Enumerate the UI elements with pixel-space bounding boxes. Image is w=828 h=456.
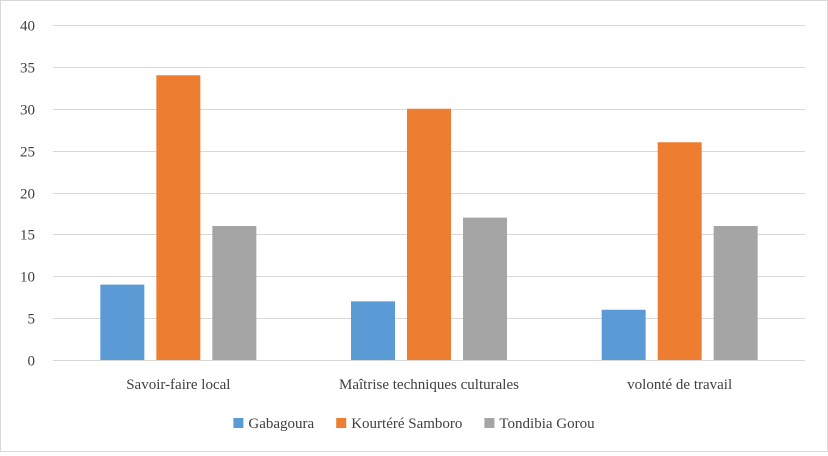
x-category-label-1: Savoir-faire local [126, 377, 230, 393]
bar-2-2 [407, 108, 451, 360]
bar-2-1 [156, 75, 201, 360]
y-tick-label-35: 35 [20, 61, 35, 77]
legend: Gabagoura Kourtéré Samboro Tondibia Gorou [233, 416, 595, 432]
bar-3-1 [212, 226, 257, 360]
legend-label-1: Gabagoura [248, 416, 314, 432]
y-tick-label-40: 40 [20, 19, 35, 35]
bar-2-3 [657, 142, 702, 360]
legend-swatch-3 [484, 418, 495, 428]
y-tick-label-5: 5 [28, 312, 36, 328]
bar-1-3 [601, 309, 646, 360]
bar-1-2 [351, 301, 395, 360]
bar-3-2 [463, 217, 507, 360]
x-axis-categories: Savoir-faire local Maîtrise techniques cu… [126, 377, 732, 393]
legend-label-2: Kourtéré Samboro [351, 416, 462, 432]
y-tick-label-30: 30 [20, 103, 35, 119]
legend-swatch-1 [233, 418, 244, 428]
x-category-label-3: volonté de travail [627, 377, 732, 393]
x-category-label-2: Maîtrise techniques culturales [339, 377, 519, 393]
y-axis-ticks: 0 5 10 15 20 25 30 35 40 [20, 19, 35, 370]
y-tick-label-25: 25 [20, 145, 35, 161]
y-tick-label-15: 15 [20, 228, 35, 244]
y-tick-label-10: 10 [20, 270, 35, 286]
y-tick-label-0: 0 [28, 354, 36, 370]
y-tick-label-20: 20 [20, 187, 35, 203]
legend-swatch-2 [336, 418, 347, 428]
bar-1-1 [100, 284, 145, 360]
bars [100, 75, 758, 360]
legend-label-3: Tondibia Gorou [499, 416, 595, 432]
bar-3-3 [713, 226, 758, 360]
